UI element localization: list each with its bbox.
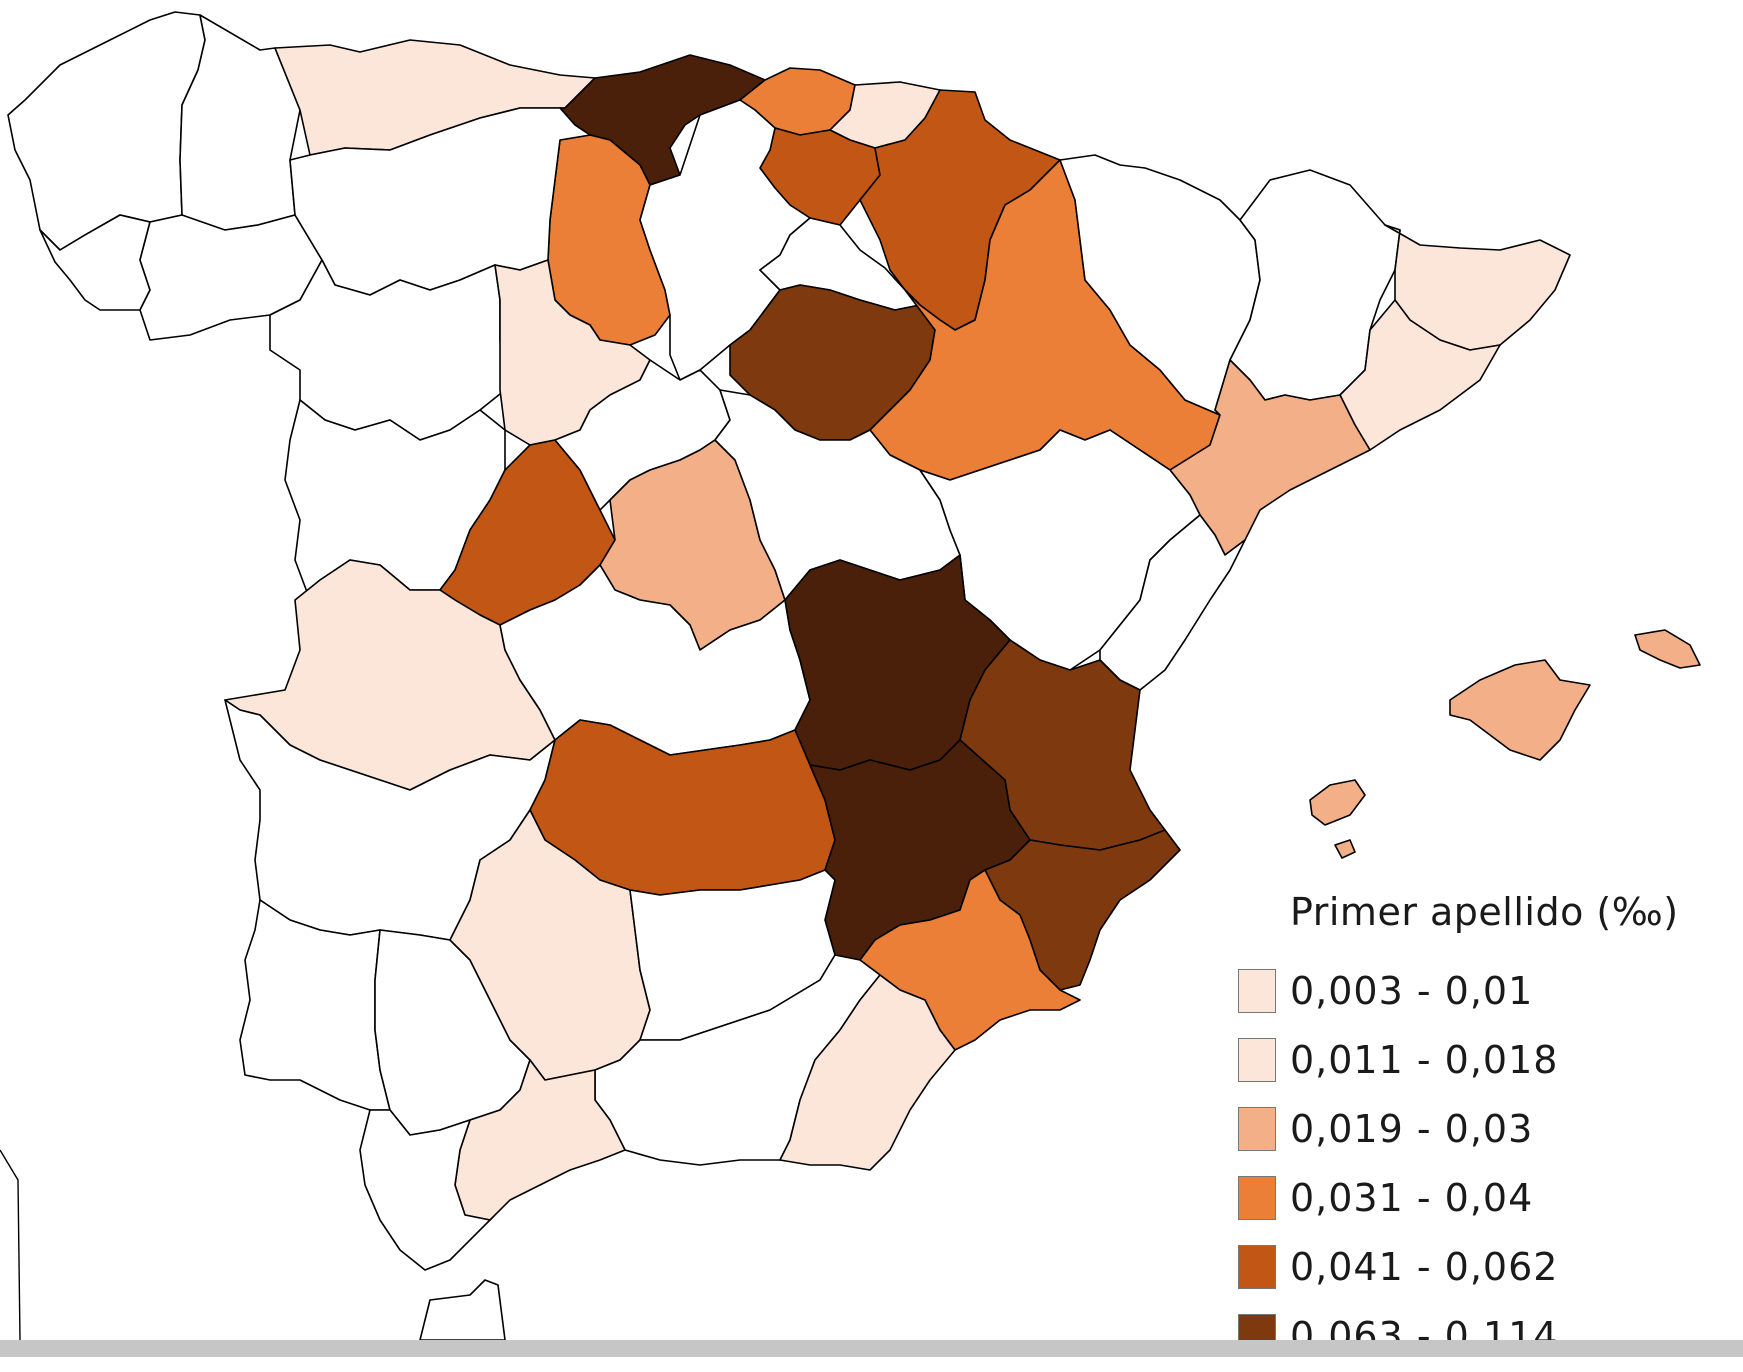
province-cadiz (359, 1109, 491, 1271)
island-ibiza (1309, 779, 1366, 826)
legend-swatch (1238, 1244, 1276, 1289)
scrollbar-thumb[interactable] (0, 1340, 1743, 1357)
legend-title: Primer apellido (‰) (1290, 890, 1679, 934)
legend-label: 0,011 - 0,018 (1290, 1037, 1559, 1082)
legend-item: 0,011 - 0,018 (1238, 1025, 1718, 1094)
province-a-coruna (7, 11, 206, 251)
legend-swatch (1238, 1106, 1276, 1151)
legend-item: 0,063 - 0,114 (1238, 1301, 1718, 1340)
island-formentera (1334, 839, 1356, 859)
legend-item: 0,031 - 0,04 (1238, 1163, 1718, 1232)
legend-swatch (1238, 968, 1276, 1013)
legend-label: 0,063 - 0,114 (1290, 1313, 1559, 1341)
horizontal-scrollbar[interactable] (0, 1340, 1743, 1372)
island-mallorca (1449, 659, 1591, 761)
province-girona (1384, 224, 1571, 351)
legend-item: 0,003 - 0,01 (1238, 956, 1718, 1025)
province-murcia (859, 869, 1081, 1051)
border-line (0, 1149, 21, 1340)
legend-swatch (1238, 1313, 1276, 1340)
map-legend: Primer apellido (‰) 0,003 - 0,01 0,011 -… (1238, 890, 1718, 1340)
province-almeria (779, 974, 956, 1171)
legend-label: 0,019 - 0,03 (1290, 1106, 1534, 1151)
province-huelva (239, 899, 391, 1111)
island-menorca (1634, 629, 1701, 669)
territory-ceuta (419, 1279, 506, 1340)
legend-label: 0,041 - 0,062 (1290, 1244, 1559, 1289)
map-viewport[interactable] (0, 0, 1743, 1340)
legend-label: 0,003 - 0,01 (1290, 968, 1534, 1013)
legend-item: 0,041 - 0,062 (1238, 1232, 1718, 1301)
legend-item: 0,019 - 0,03 (1238, 1094, 1718, 1163)
legend-label: 0,031 - 0,04 (1290, 1175, 1534, 1220)
province-barcelona (1339, 299, 1501, 451)
legend-swatch (1238, 1037, 1276, 1082)
legend-swatch (1238, 1175, 1276, 1220)
choropleth-map (0, 11, 1701, 1340)
